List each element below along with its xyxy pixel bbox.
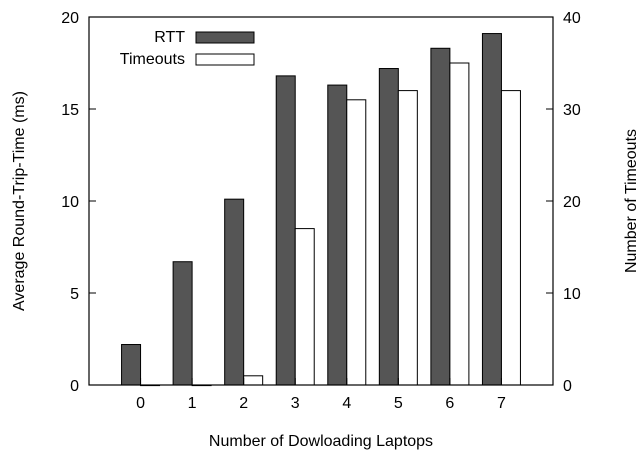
right-y-axis-label: Number of Timeouts xyxy=(623,129,640,273)
x-tick-label-2: 2 xyxy=(239,395,248,412)
right-tick-label-0: 0 xyxy=(563,378,572,395)
bar-rtt-7 xyxy=(481,33,502,386)
legend-swatch-timeouts xyxy=(195,53,255,66)
x-tick-label-7: 7 xyxy=(497,395,506,412)
left-tick-label-15: 15 xyxy=(61,102,79,119)
legend-label-timeouts: Timeouts xyxy=(120,51,185,68)
x-tick-label-5: 5 xyxy=(394,395,403,412)
x-axis-label: Number of Dowloading Laptops xyxy=(209,433,433,450)
bar-rtt-0 xyxy=(121,344,142,386)
left-tick-label-5: 5 xyxy=(70,286,79,303)
x-tick-label-1: 1 xyxy=(188,395,197,412)
right-tick-label-30: 30 xyxy=(563,102,581,119)
bar-timeouts-2 xyxy=(243,375,264,386)
bar-rtt-5 xyxy=(378,68,399,386)
bar-rtt-2 xyxy=(224,198,245,386)
left-tick-label-0: 0 xyxy=(70,378,79,395)
bar-timeouts-7 xyxy=(500,90,521,386)
left-y-axis-label: Average Round-Trip-Time (ms) xyxy=(11,91,28,311)
legend: RTT Timeouts xyxy=(120,29,255,68)
x-tick-label-4: 4 xyxy=(342,395,351,412)
bar-rtt-6 xyxy=(430,47,451,386)
x-tick-label-0: 0 xyxy=(136,395,145,412)
legend-label-rtt: RTT xyxy=(154,29,185,46)
legend-swatch-rtt xyxy=(195,31,255,44)
left-tick-label-10: 10 xyxy=(61,194,79,211)
right-tick-label-10: 10 xyxy=(563,286,581,303)
right-tick-label-20: 20 xyxy=(563,194,581,211)
bars-group xyxy=(121,33,521,387)
left-tick-label-20: 20 xyxy=(61,10,79,27)
left-axis-ticks: 0 5 10 15 20 xyxy=(61,10,96,395)
x-tick-label-6: 6 xyxy=(445,395,454,412)
bar-timeouts-6 xyxy=(449,62,470,386)
bar-timeouts-5 xyxy=(397,90,418,386)
bar-rtt-3 xyxy=(275,75,296,386)
bar-rtt-4 xyxy=(327,84,348,386)
x-tick-label-3: 3 xyxy=(291,395,300,412)
x-axis-ticks: 0 1 2 3 4 5 6 7 xyxy=(136,378,506,412)
bar-rtt-1 xyxy=(172,261,193,386)
bar-timeouts-4 xyxy=(346,99,367,386)
right-tick-label-40: 40 xyxy=(563,10,581,27)
bar-timeouts-3 xyxy=(294,228,315,386)
right-axis-ticks: 0 10 20 30 40 xyxy=(546,10,581,395)
